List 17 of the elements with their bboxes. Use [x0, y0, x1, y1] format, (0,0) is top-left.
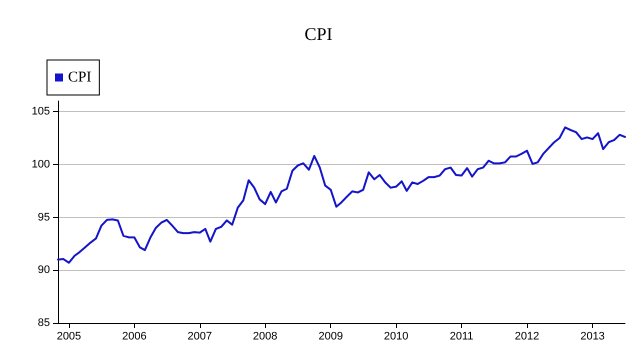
x-tick-label: 2006 [122, 330, 147, 342]
y-tick-label: 90 [38, 264, 50, 276]
x-tick-label: 2009 [318, 330, 343, 342]
x-tick-label: 2007 [188, 330, 212, 342]
y-tick-label: 105 [32, 106, 50, 118]
x-tick-label: 2013 [580, 330, 605, 342]
y-tick-label: 100 [32, 158, 50, 170]
y-tick-label: 85 [38, 317, 50, 329]
line-series [57, 126, 626, 264]
x-tick-label: 2011 [450, 330, 474, 342]
chart-title: CPI [304, 24, 333, 44]
x-tick-label: 2012 [514, 330, 540, 342]
x-tick-label: 2010 [384, 330, 408, 342]
x-tick-label: 2008 [252, 330, 278, 342]
x-tick-label: 2005 [56, 330, 82, 342]
y-tick-label: 95 [38, 211, 50, 224]
legend-label: CPI [68, 70, 92, 86]
